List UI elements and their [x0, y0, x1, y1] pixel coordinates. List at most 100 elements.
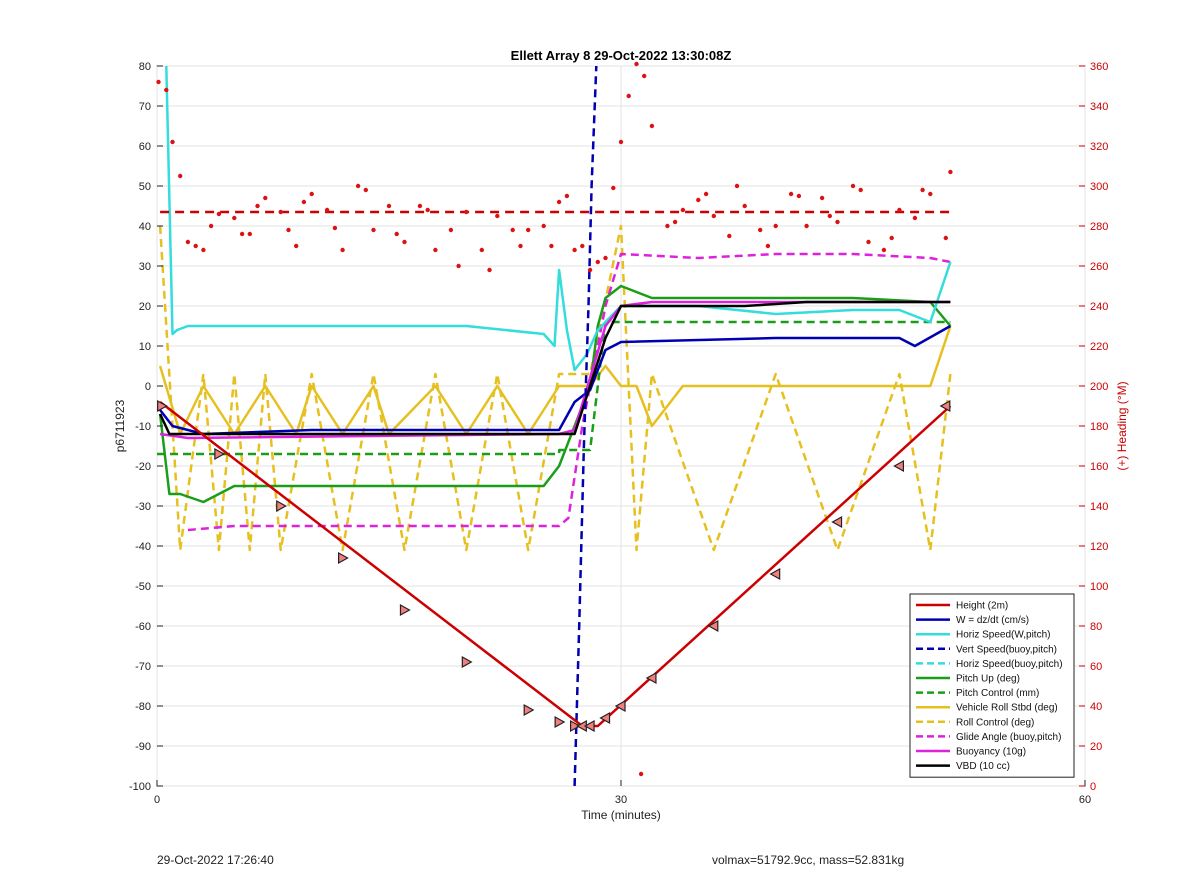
height-marker — [939, 399, 951, 413]
y-tick-label: -30 — [135, 501, 151, 513]
heading-point — [232, 215, 237, 221]
heading-point — [642, 73, 647, 79]
heading-point — [572, 247, 577, 253]
heading-point — [216, 211, 222, 217]
heading-point — [371, 227, 376, 233]
heading-point — [193, 243, 198, 249]
series-layer — [156, 61, 953, 787]
heading-point — [332, 225, 338, 231]
y2-tick-label: 60 — [1090, 661, 1102, 673]
height-marker — [338, 551, 349, 565]
legend-box — [909, 593, 1075, 778]
heading-point — [433, 247, 438, 253]
heading-point — [889, 235, 894, 241]
heading-point — [185, 239, 191, 245]
y2-tick-label: 160 — [1090, 461, 1108, 473]
heading-point — [510, 227, 515, 233]
y-tick-label: -60 — [135, 621, 151, 633]
y-tick-label: -10 — [135, 421, 151, 433]
y2-tick-label: 40 — [1090, 701, 1102, 713]
height-marker — [554, 715, 566, 729]
heading-point — [819, 195, 825, 201]
heading-point — [920, 187, 925, 193]
heading-point — [727, 233, 732, 239]
y2-tick-label: 360 — [1090, 61, 1108, 73]
heading-point — [773, 223, 778, 229]
heading-point — [804, 223, 809, 229]
height-marker — [614, 699, 626, 713]
legend-label: Pitch Up (deg) — [956, 674, 1020, 685]
heading-point — [703, 191, 709, 197]
heading-point — [324, 207, 330, 213]
heading-point — [618, 139, 624, 145]
footer-volmax-mass: volmax=51792.9cc, mass=52.831kg — [712, 853, 905, 867]
y2-tick-label: 280 — [1090, 221, 1108, 233]
x-axis-label: Time (minutes) — [581, 808, 661, 822]
heading-point — [541, 223, 546, 229]
legend-label: Pitch Control (mm) — [956, 688, 1039, 699]
y-tick-label: 70 — [139, 101, 151, 113]
heading-point — [301, 199, 307, 205]
heading-point — [734, 183, 740, 189]
y2-tick-label: 100 — [1090, 581, 1108, 593]
y2-tick-label: 140 — [1090, 501, 1108, 513]
y2-tick-label: 20 — [1090, 741, 1102, 753]
height-marker — [645, 671, 657, 685]
heading-point — [255, 203, 260, 209]
heading-point — [556, 199, 562, 205]
heading-point — [634, 61, 639, 67]
series-vbd-10-cc — [158, 300, 951, 436]
legend-label: Vert Speed(buoy,pitch) — [956, 644, 1057, 655]
heading-point — [495, 213, 500, 219]
y2-axis-label: (+) Heading (°M) — [1115, 381, 1129, 470]
heading-point — [711, 213, 716, 219]
heading-point — [696, 197, 701, 203]
heading-point — [479, 247, 484, 253]
heading-point — [595, 259, 600, 265]
heading-point — [487, 267, 492, 273]
legend-label: Vehicle Roll Stbd (deg) — [956, 703, 1058, 714]
heading-point — [456, 263, 461, 269]
heading-point — [897, 207, 902, 213]
height-marker — [831, 515, 843, 529]
y2-tick-label: 260 — [1090, 261, 1108, 273]
heading-point — [286, 227, 291, 233]
heading-point — [263, 195, 268, 201]
heading-point — [638, 771, 644, 777]
heading-point — [294, 243, 299, 249]
series-vert-speed-buoy-pitch — [573, 65, 598, 787]
heading-point — [201, 247, 206, 253]
heading-point — [417, 203, 423, 209]
series-vehicle-roll-stbd-deg — [158, 325, 952, 436]
y-tick-label: 80 — [139, 61, 151, 73]
heading-point — [788, 191, 794, 197]
heading-point — [386, 203, 392, 209]
footer-timestamp: 29-Oct-2022 17:26:40 — [157, 853, 274, 867]
heading-point — [178, 173, 183, 179]
heading-point — [649, 123, 655, 129]
heading-point — [448, 227, 454, 233]
y-tick-label: -70 — [135, 661, 151, 673]
y2-tick-label: 320 — [1090, 141, 1108, 153]
y-tick-label: -40 — [135, 541, 151, 553]
y2-tick-label: 120 — [1090, 541, 1108, 553]
heading-point — [278, 209, 283, 215]
series-horiz-speed-w-pitch — [165, 65, 952, 372]
heading-point — [850, 183, 856, 189]
heading-point — [912, 215, 918, 221]
height-marker — [599, 711, 611, 725]
heading-point — [765, 243, 771, 249]
y-tick-label: -50 — [135, 581, 151, 593]
heading-point — [672, 219, 678, 225]
y-tick-label: -20 — [135, 461, 151, 473]
heading-point — [665, 223, 670, 229]
y2-tick-label: 200 — [1090, 381, 1108, 393]
heading-point — [742, 203, 747, 209]
x-tick-label: 30 — [615, 794, 627, 806]
x-tick-label: 0 — [154, 794, 160, 806]
heading-point — [587, 267, 593, 273]
heading-point — [394, 231, 399, 237]
heading-point — [164, 87, 169, 93]
heading-point — [611, 185, 616, 191]
heading-point — [239, 231, 245, 237]
